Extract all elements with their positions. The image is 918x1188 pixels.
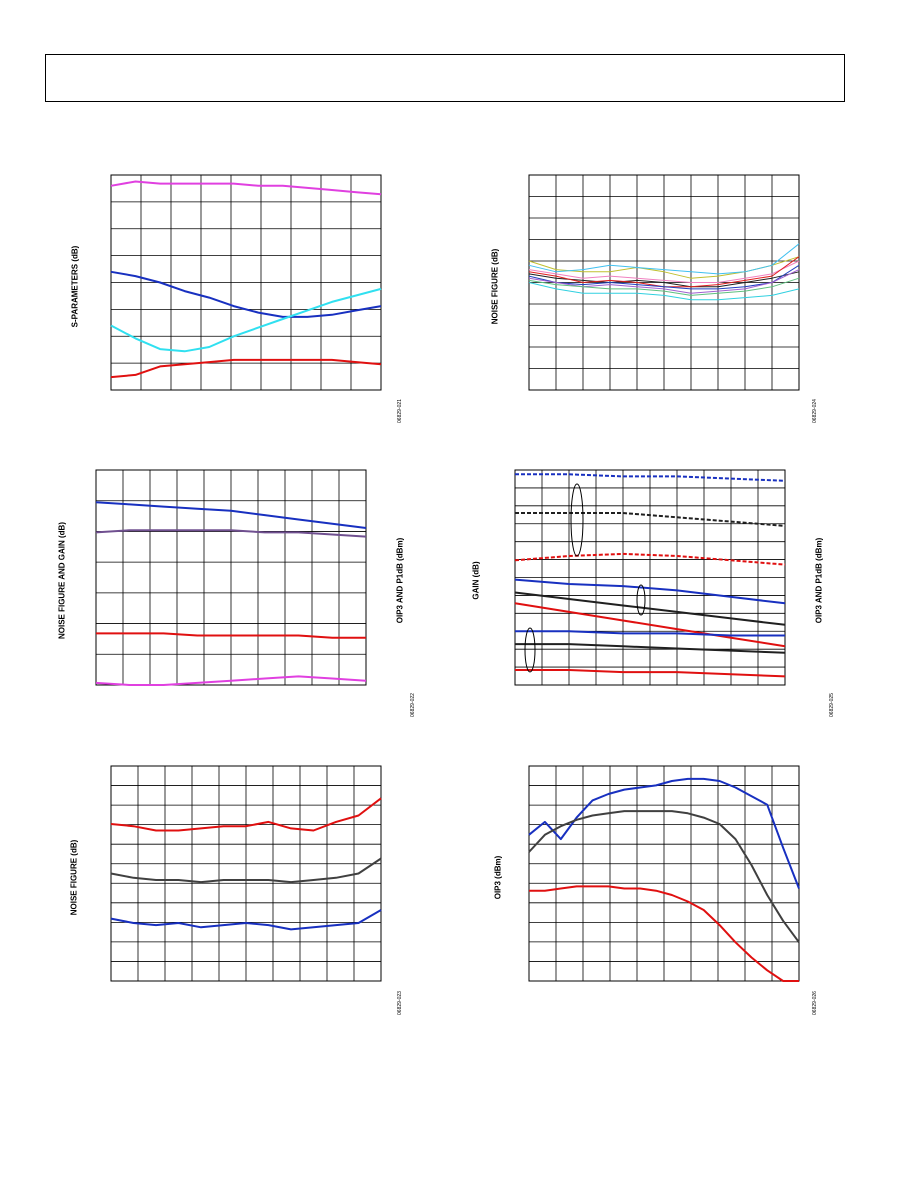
c2-series-line-6 xyxy=(528,269,800,294)
c2-series-line-2 xyxy=(528,260,800,283)
c4-series-line-3 xyxy=(514,578,786,605)
c3-plot xyxy=(95,469,367,686)
c6-ylabel: OIP3 (dBm) xyxy=(493,855,503,900)
c2-series-line-7 xyxy=(528,277,800,296)
c5-series-line-1 xyxy=(110,857,382,884)
c4-series-line-1 xyxy=(515,512,786,527)
c4-series-line-7 xyxy=(515,643,786,654)
c1-figure-id: 06829-021 xyxy=(397,399,403,423)
c4-series-line-5 xyxy=(514,602,786,648)
c3-ylabel: NOISE FIGURE AND GAIN (dB) xyxy=(57,521,67,640)
c1-series-line-3 xyxy=(110,358,382,379)
c2-ylabel: NOISE FIGURE (dB) xyxy=(490,248,500,325)
c4-plot xyxy=(514,469,786,686)
c1-series-line-2 xyxy=(110,287,382,353)
c4-group-ellipse-2 xyxy=(524,627,536,673)
c4-group-ellipse-1 xyxy=(636,584,646,616)
c2-series-line-5 xyxy=(528,264,800,290)
c4-group-ellipse-0 xyxy=(570,483,584,557)
c3-series-line-2 xyxy=(96,632,366,639)
c5-series-line-0 xyxy=(110,797,382,832)
c6-series-line-1 xyxy=(528,810,800,943)
c5-series-line-2 xyxy=(110,909,382,931)
c4-series-line-2 xyxy=(514,552,786,566)
c2-series-line-1 xyxy=(528,243,800,275)
c1-series-line-0 xyxy=(110,180,382,196)
c5-ylabel: NOISE FIGURE (dB) xyxy=(69,839,79,916)
c3-figure-id: 06829-022 xyxy=(410,693,416,717)
c2-series-line-8 xyxy=(528,282,800,301)
c4-ylabel2: OIP3 AND P1dB (dBm) xyxy=(814,537,824,624)
c3-series-line-3 xyxy=(95,675,367,686)
c1-plot xyxy=(110,174,382,391)
c4-series-line-6 xyxy=(515,630,785,637)
c6-series-line-2 xyxy=(529,885,799,982)
c3-ylabel2: OIP3 AND P1dB (dBm) xyxy=(395,537,405,624)
c4-series-line-0 xyxy=(515,473,786,482)
c4-ylabel: GAIN (dB) xyxy=(471,561,481,600)
c2-figure-id: 06829-024 xyxy=(812,399,818,423)
page-header-box xyxy=(45,54,845,102)
c4-series-line-4 xyxy=(514,591,786,626)
c5-figure-id: 06829-023 xyxy=(397,991,403,1015)
c4-series-line-8 xyxy=(515,669,786,678)
c2-plot xyxy=(528,174,800,391)
c1-series-line-1 xyxy=(110,270,382,318)
c1-ylabel: S-PARAMETERS (dB) xyxy=(70,245,80,328)
c5-plot xyxy=(110,765,382,982)
c3-series-line-0 xyxy=(95,501,367,529)
c6-plot xyxy=(528,765,800,982)
c4-figure-id: 06829-025 xyxy=(829,693,835,717)
c2-series-line-3 xyxy=(528,271,800,288)
c3-series-line-1 xyxy=(95,529,367,538)
c6-figure-id: 06829-026 xyxy=(812,991,818,1015)
